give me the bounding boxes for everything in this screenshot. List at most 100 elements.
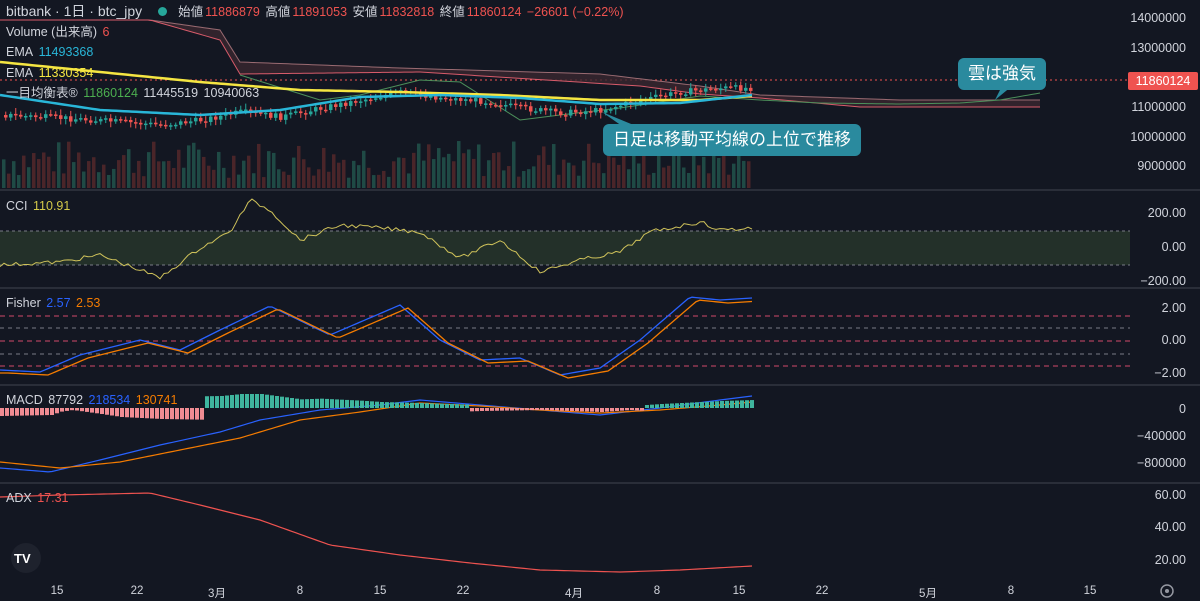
volume-bar (627, 169, 631, 188)
macd-legend[interactable]: MACD 87792 218534 130741 (6, 392, 179, 408)
volume-bar (267, 151, 271, 188)
macd-hist-bar (455, 404, 459, 408)
ichimoku-label: 一目均衡表® (6, 86, 78, 100)
cloud-span-b (0, 19, 1040, 108)
candle-body (149, 122, 153, 125)
macd-hist-bar (615, 408, 619, 411)
volume-bar (457, 141, 461, 188)
ichimoku-legend[interactable]: 一目均衡表® 11860124 11445519 10940063 (6, 85, 261, 101)
last-price-tag: 11860124 (1128, 72, 1198, 90)
macd-tick: −800000 (1136, 456, 1186, 470)
macd-hist-bar (20, 408, 24, 416)
candle-body (429, 96, 433, 98)
symbol-title[interactable]: bitbank · 1日 · btc_jpy (6, 3, 143, 19)
ema-fast-legend[interactable]: EMA 11493368 (6, 44, 95, 60)
macd-hist-bar (445, 403, 449, 408)
candle-body (434, 96, 438, 100)
gear-icon[interactable] (1160, 584, 1174, 598)
candle-body (114, 119, 118, 122)
volume-legend[interactable]: Volume (出来高) 6 (6, 24, 111, 40)
candle-body (724, 86, 728, 89)
volume-bar (712, 146, 716, 188)
ema-fast-line (0, 93, 753, 117)
macd-hist-bar (485, 408, 489, 411)
cci-line (0, 198, 753, 280)
pane-separator[interactable] (0, 287, 1200, 289)
volume-bar (172, 167, 176, 188)
fisher-trigger-line (0, 299, 753, 379)
volume-bar (327, 171, 331, 188)
macd-hist-bar (55, 408, 59, 414)
pane-separator[interactable] (0, 189, 1200, 191)
cci-band (0, 231, 1130, 265)
candle-body (524, 104, 528, 107)
cci-value: 110.91 (33, 199, 71, 213)
volume-bar (57, 142, 61, 188)
volume-bar (427, 144, 431, 188)
macd-tick: −400000 (1136, 429, 1186, 443)
volume-bar (507, 166, 511, 188)
volume-bar (607, 145, 611, 188)
macd-hist-bar (385, 402, 389, 408)
macd-hist-bar (525, 408, 529, 411)
ema-slow-legend[interactable]: EMA 11330354 (6, 65, 95, 81)
adx-legend[interactable]: ADX 17.31 (6, 490, 70, 506)
cci-tick: 0.00 (1161, 240, 1186, 254)
macd-hist-bar (265, 394, 269, 408)
candle-body (679, 93, 683, 95)
macd-hist-bar (145, 408, 149, 419)
candle-body (24, 115, 28, 118)
macd-hist-bar (750, 400, 754, 408)
fisher-legend[interactable]: Fisher 2.57 2.53 (6, 295, 102, 311)
candle-body (294, 111, 298, 113)
macd-hist-bar (360, 400, 364, 408)
macd-hist-bar (380, 402, 384, 408)
macd-hist-bar (645, 405, 649, 408)
high-label: 高値 (265, 5, 291, 19)
macd-hist-bar (640, 408, 644, 411)
candle-body (494, 105, 498, 107)
candle-body (719, 88, 723, 91)
macd-hist-bar (715, 401, 719, 408)
volume-bar (317, 169, 321, 188)
macd-hist-bar (425, 403, 429, 408)
macd-hist-bar (15, 408, 19, 416)
candle-body (14, 113, 18, 116)
macd-hist-bar (215, 396, 219, 408)
candle-body (389, 92, 393, 96)
volume-bar (492, 152, 496, 188)
macd-hist-bar (175, 408, 179, 420)
macd-hist-bar (190, 408, 194, 420)
candle-body (454, 98, 458, 101)
tradingview-logo (11, 543, 41, 573)
cci-legend[interactable]: CCI 110.91 (6, 198, 72, 214)
time-tick: 4月 (565, 588, 583, 600)
volume-bar (397, 157, 401, 188)
volume-bar (27, 167, 31, 188)
volume-bar (657, 155, 661, 188)
volume-bar (212, 169, 216, 188)
volume-bar (127, 149, 131, 188)
pane-separator[interactable] (0, 482, 1200, 484)
pane-separator[interactable] (0, 384, 1200, 386)
macd-hist-bar (625, 408, 629, 411)
macd-hist-bar (285, 397, 289, 408)
volume-bar (217, 151, 221, 188)
candle-body (94, 121, 98, 123)
macd-hist-bar (680, 403, 684, 408)
candle-body (39, 117, 43, 119)
volume-bar (32, 153, 36, 188)
symbol-header[interactable]: bitbank · 1日 · btc_jpy 始値 11886879 高値 1189… (6, 3, 626, 20)
candle-body (469, 99, 473, 102)
candle-body (304, 113, 308, 115)
macd-hist-bar (335, 399, 339, 408)
candle-body (339, 102, 343, 107)
macd-hist-bar (490, 408, 494, 411)
volume-bar (367, 167, 371, 188)
candle-body (74, 119, 78, 122)
candle-body (709, 88, 713, 90)
macd-hist-bar (300, 399, 304, 408)
candle-body (364, 99, 368, 102)
